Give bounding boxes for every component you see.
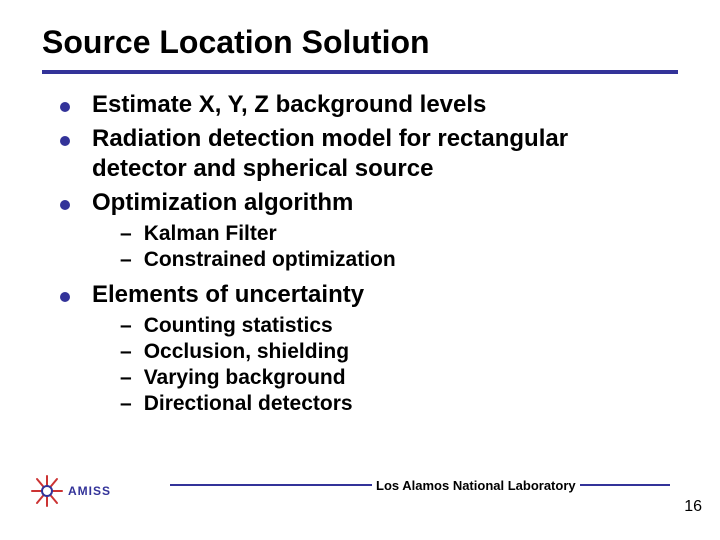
sub-bullet-item: –Constrained optimization [120, 248, 660, 272]
sub-bullet-item: –Varying background [120, 366, 660, 390]
slide-title: Source Location Solution [42, 24, 430, 61]
sub-bullet-text: Occlusion, shielding [144, 340, 349, 364]
sub-bullet-text: Varying background [144, 366, 346, 390]
dash-icon: – [120, 248, 132, 272]
sub-bullet-text: Constrained optimization [144, 248, 396, 272]
bullet-text: Optimization algorithm [92, 188, 353, 218]
dash-icon: – [120, 222, 132, 246]
logo: AMISS [30, 474, 111, 508]
logo-burst-icon [30, 474, 64, 508]
bullet-dot-icon [60, 200, 70, 210]
sub-bullet-item: –Occlusion, shielding [120, 340, 660, 364]
dash-icon: – [120, 314, 132, 338]
logo-text: AMISS [68, 484, 111, 498]
page-number: 16 [684, 498, 702, 516]
bullet-dot-icon [60, 102, 70, 112]
dash-icon: – [120, 340, 132, 364]
sub-bullet-text: Kalman Filter [144, 222, 277, 246]
sub-bullet-text: Directional detectors [144, 392, 353, 416]
bullet-text: Estimate X, Y, Z background levels [92, 90, 486, 120]
footer-label: Los Alamos National Laboratory [372, 478, 580, 493]
title-underline [42, 70, 678, 74]
content-area: Estimate X, Y, Z background levels Radiat… [60, 90, 660, 424]
bullet-item: Optimization algorithm [60, 188, 660, 218]
dash-icon: – [120, 366, 132, 390]
bullet-dot-icon [60, 292, 70, 302]
bullet-text: Elements of uncertainty [92, 280, 364, 310]
dash-icon: – [120, 392, 132, 416]
sub-bullet-item: –Directional detectors [120, 392, 660, 416]
bullet-dot-icon [60, 136, 70, 146]
slide: Source Location Solution Estimate X, Y, … [0, 0, 720, 540]
sub-bullet-item: –Kalman Filter [120, 222, 660, 246]
bullet-item: Radiation detection model for rectangula… [60, 124, 660, 184]
sub-bullet-text: Counting statistics [144, 314, 333, 338]
bullet-item: Estimate X, Y, Z background levels [60, 90, 660, 120]
bullet-item: Elements of uncertainty [60, 280, 660, 310]
bullet-text: Radiation detection model for rectangula… [92, 124, 660, 184]
sub-bullet-item: –Counting statistics [120, 314, 660, 338]
